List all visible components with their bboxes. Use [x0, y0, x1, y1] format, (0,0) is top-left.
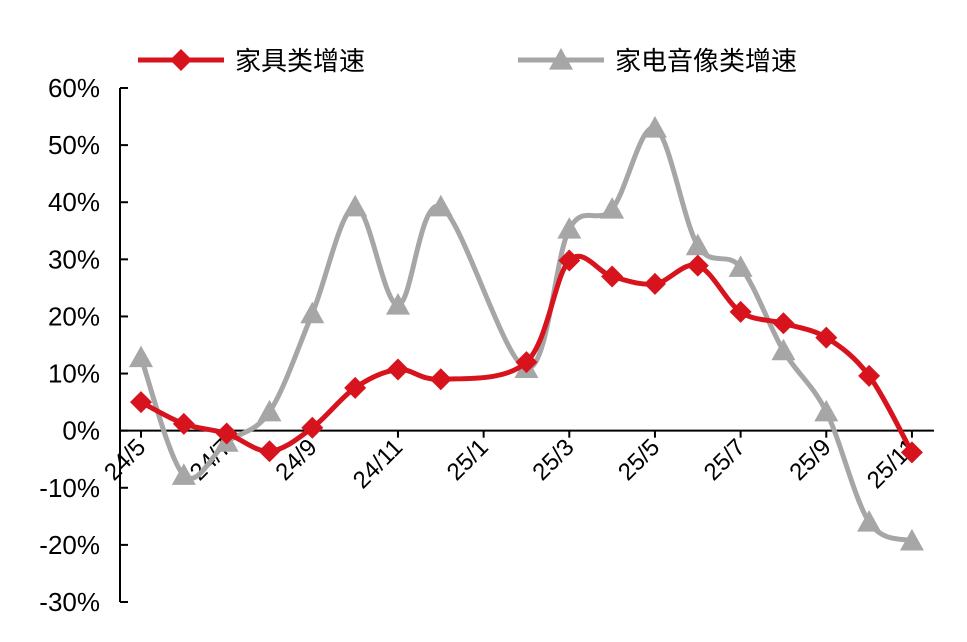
- data-point: [215, 422, 238, 445]
- data-point: [515, 351, 538, 374]
- data-point: [557, 217, 582, 239]
- data-point: [643, 272, 666, 295]
- legend-marker: [549, 48, 573, 70]
- x-tick-label: 25/3: [527, 434, 579, 486]
- y-tick-label: 20%: [48, 301, 100, 331]
- series-furniture: [130, 249, 923, 464]
- data-point: [772, 312, 795, 335]
- data-point: [429, 368, 452, 391]
- data-point: [385, 293, 410, 315]
- data-point: [728, 255, 753, 277]
- data-point: [685, 233, 710, 256]
- y-tick-label: 40%: [48, 187, 100, 217]
- data-point: [300, 301, 325, 324]
- x-tick-label: 25/5: [613, 434, 665, 486]
- series-appliances: [129, 115, 924, 551]
- x-tick-label: 25/9: [784, 434, 836, 486]
- y-tick-label: -10%: [39, 473, 100, 503]
- data-point: [857, 510, 882, 532]
- data-point: [686, 254, 709, 277]
- data-point: [301, 416, 324, 439]
- data-point: [815, 326, 838, 349]
- y-axis: -30% -20% -10% 0% 10% 20% 30% 40% 50% 60%: [39, 73, 128, 617]
- y-tick-label: 30%: [48, 244, 100, 274]
- data-point: [729, 300, 752, 323]
- data-point: [771, 338, 796, 361]
- data-point: [258, 440, 281, 463]
- y-tick-label: 10%: [48, 359, 100, 389]
- data-point: [814, 399, 839, 422]
- legend-item-appliances: 家电音像类增速: [518, 47, 797, 77]
- data-point: [899, 528, 924, 551]
- data-point: [171, 463, 196, 485]
- x-tick-label: 25/1: [442, 434, 494, 486]
- data-point: [129, 345, 153, 368]
- data-point: [558, 249, 581, 272]
- data-point: [642, 115, 667, 138]
- legend-item-furniture: 家具类增速: [138, 47, 365, 77]
- y-tick-label: 60%: [48, 73, 100, 103]
- y-tick-label: 0%: [62, 416, 100, 446]
- data-point: [257, 399, 282, 422]
- data-point: [900, 441, 923, 464]
- data-point: [172, 412, 195, 435]
- data-point: [428, 194, 453, 217]
- legend-label: 家电音像类增速: [615, 47, 797, 77]
- data-point: [600, 197, 625, 219]
- legend-marker: [170, 49, 192, 71]
- data-point: [343, 194, 368, 217]
- y-tick-label: -20%: [39, 530, 100, 560]
- legend: 家具类增速 家电音像类增速: [138, 47, 797, 77]
- x-tick-label: 25/7: [699, 434, 751, 486]
- series-layer: [129, 115, 924, 551]
- data-point: [601, 265, 624, 288]
- data-point: [386, 358, 409, 381]
- data-point: [858, 364, 881, 387]
- data-point: [130, 391, 152, 414]
- y-tick-label: -30%: [39, 587, 100, 617]
- x-tick-label: 24/5: [99, 434, 151, 486]
- x-tick-label: 24/11: [348, 434, 408, 494]
- legend-label: 家具类增速: [235, 47, 365, 77]
- data-point: [344, 376, 367, 399]
- y-tick-label: 50%: [48, 130, 100, 160]
